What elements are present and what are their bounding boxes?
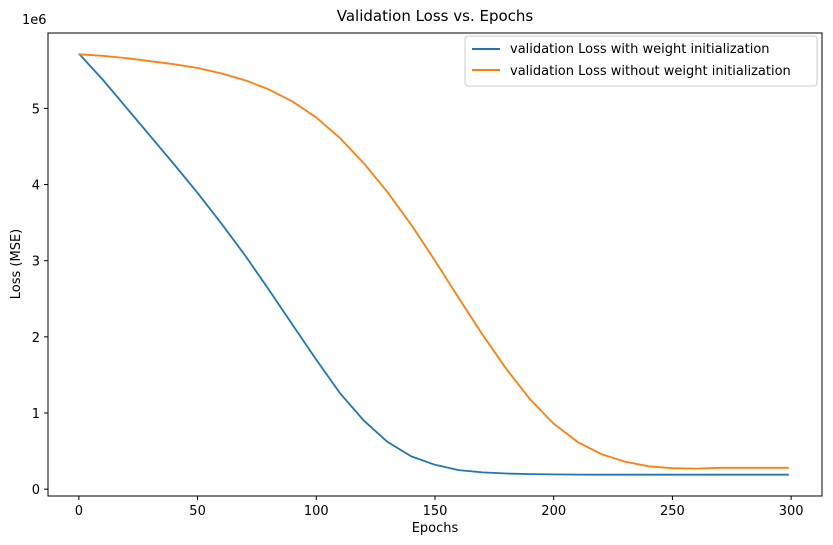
y-tick-label: 5 <box>32 102 40 117</box>
legend-label-without-init: validation Loss without weight initializ… <box>510 64 791 79</box>
legend: validation Loss with weight initializati… <box>464 35 818 87</box>
x-tick-label: 100 <box>304 504 329 519</box>
y-tick-label: 0 <box>32 483 40 498</box>
series-lines <box>78 52 789 476</box>
y-axis-ticks: 0 1 2 3 4 5 <box>32 102 48 498</box>
y-tick-label: 3 <box>32 255 40 270</box>
x-tick-label: 250 <box>660 504 685 519</box>
legend-label-with-init: validation Loss with weight initializati… <box>510 42 770 57</box>
y-axis-label: Loss (MSE) <box>9 229 24 299</box>
x-axis-ticks: 0 50 100 150 200 250 300 <box>75 496 804 519</box>
y-tick-label: 1 <box>32 407 40 422</box>
series-line-with-init <box>78 52 789 476</box>
x-tick-label: 150 <box>423 504 448 519</box>
series-line-without-init <box>78 53 789 470</box>
x-tick-label: 0 <box>75 504 83 519</box>
plot-area <box>47 32 823 497</box>
x-tick-label: 300 <box>779 504 804 519</box>
x-tick-label: 200 <box>541 504 566 519</box>
chart-title: Validation Loss vs. Epochs <box>337 7 534 25</box>
x-axis-label: Epochs <box>412 521 459 536</box>
legend-box <box>464 35 818 87</box>
y-tick-label: 4 <box>32 179 40 194</box>
x-tick-label: 50 <box>189 504 206 519</box>
y-offset-label: 1e6 <box>22 13 47 28</box>
y-tick-label: 2 <box>32 331 40 346</box>
